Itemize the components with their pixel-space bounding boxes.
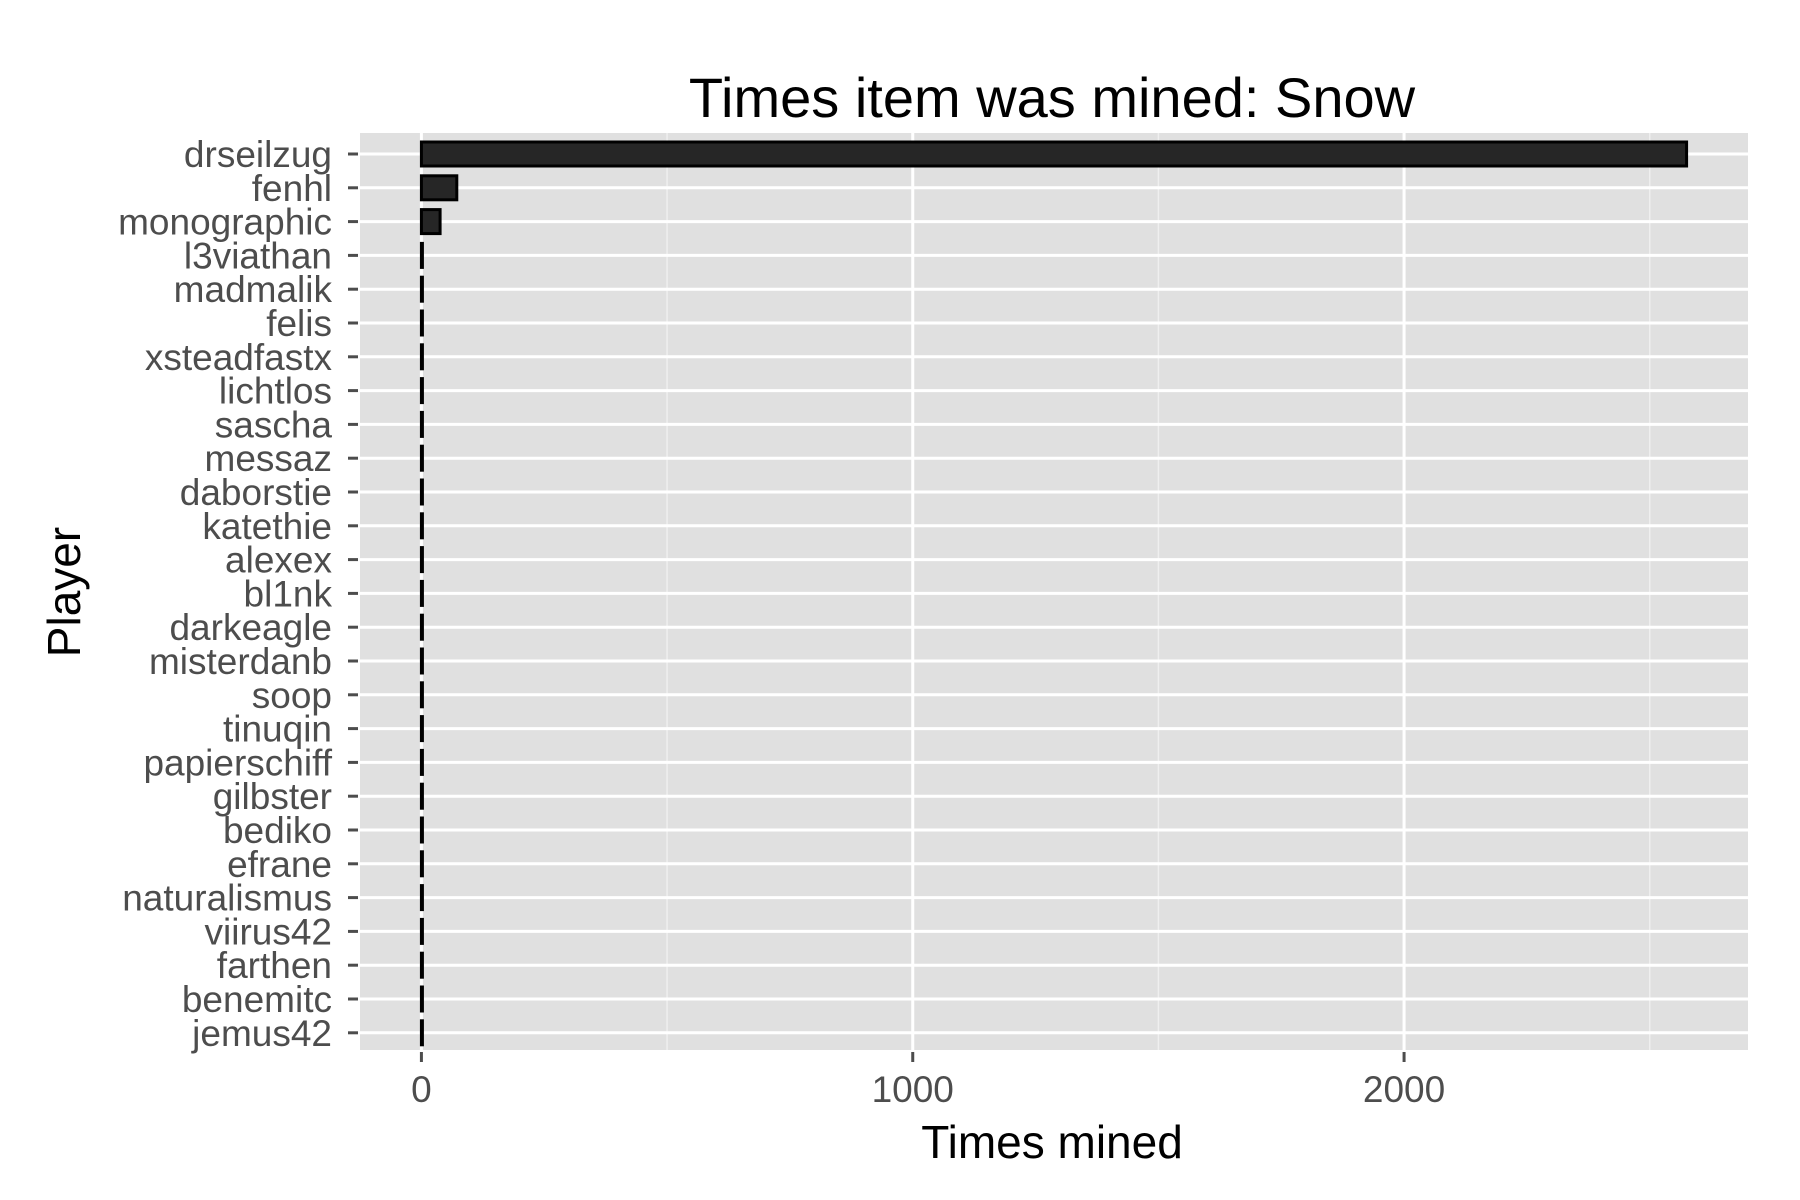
bar-tinuqin [419, 715, 424, 743]
bar-fenhl [419, 174, 459, 202]
plot-panel [360, 133, 1748, 1050]
y-tick-label: drseilzug [184, 134, 332, 175]
y-tick-label: bl1nk [244, 573, 333, 614]
bar-bediko [419, 816, 424, 844]
bar-bl1nk [419, 579, 424, 607]
bar-l3viathan [419, 241, 424, 269]
grid-lines [360, 133, 1748, 1050]
bar-drseilzug [419, 140, 1689, 168]
y-tick-label: lichtlos [219, 371, 332, 412]
x-tick-label: 0 [411, 1069, 432, 1110]
y-axis: drseilzugfenhlmonographicl3viathanmadmal… [118, 134, 358, 1054]
bar-xsteadfastx [419, 343, 424, 371]
bar-jemus42 [419, 1019, 424, 1047]
y-tick-label: naturalismus [122, 878, 332, 919]
bar-viirus42 [419, 917, 424, 945]
y-tick-label: xsteadfastx [145, 337, 333, 378]
bar-alexex [419, 546, 424, 574]
x-axis: 0 1000 2000 [411, 1052, 1445, 1110]
y-tick-label: katethie [202, 506, 332, 547]
y-tick-label: viirus42 [205, 911, 333, 952]
y-tick-label: benemitc [182, 979, 332, 1020]
y-axis-title: Player [38, 527, 90, 657]
y-tick-label: fenhl [252, 168, 332, 209]
bar-misterdanb [419, 647, 424, 675]
y-tick-label: farthen [217, 945, 332, 986]
y-tick-label: madmalik [174, 269, 333, 310]
y-tick-label: bediko [223, 810, 332, 851]
chart-title: Times item was mined: Snow [689, 66, 1416, 129]
bar-darkeagle [419, 613, 424, 641]
bar-efrane [419, 850, 424, 878]
bar-daborstie [419, 478, 424, 506]
y-tick-label: jemus42 [191, 1013, 332, 1054]
y-tick-label: misterdanb [149, 641, 332, 682]
x-tick-label: 1000 [872, 1069, 954, 1110]
y-tick-label: sascha [215, 404, 333, 445]
bar-messaz [419, 444, 424, 472]
y-tick-label: tinuqin [223, 709, 332, 750]
bar-lichtlos [419, 377, 424, 405]
y-tick-label: messaz [205, 438, 332, 479]
y-tick-label: papierschiff [143, 742, 332, 783]
bar-papierschiff [419, 748, 424, 776]
y-tick-label: darkeagle [169, 607, 332, 648]
bar-benemitc [419, 985, 424, 1013]
bars [419, 140, 1689, 1047]
bar-monographic [419, 208, 442, 236]
bar-sascha [419, 410, 424, 438]
y-tick-label: l3viathan [184, 235, 332, 276]
y-tick-label: gilbster [213, 776, 332, 817]
x-axis-title: Times mined [921, 1116, 1183, 1168]
bar-farthen [419, 951, 424, 979]
bar-felis [419, 309, 424, 337]
bar-gilbster [419, 782, 424, 810]
x-tick-label: 2000 [1363, 1069, 1445, 1110]
bar-soop [419, 681, 424, 709]
y-tick-label: monographic [118, 202, 332, 243]
y-tick-label: alexex [225, 540, 332, 581]
y-tick-label: daborstie [180, 472, 332, 513]
bar-naturalismus [419, 884, 424, 912]
bar-katethie [419, 512, 424, 540]
bar-madmalik [419, 275, 424, 303]
y-tick-label: soop [252, 675, 332, 716]
y-tick-label: felis [266, 303, 332, 344]
y-tick-label: efrane [227, 844, 332, 885]
